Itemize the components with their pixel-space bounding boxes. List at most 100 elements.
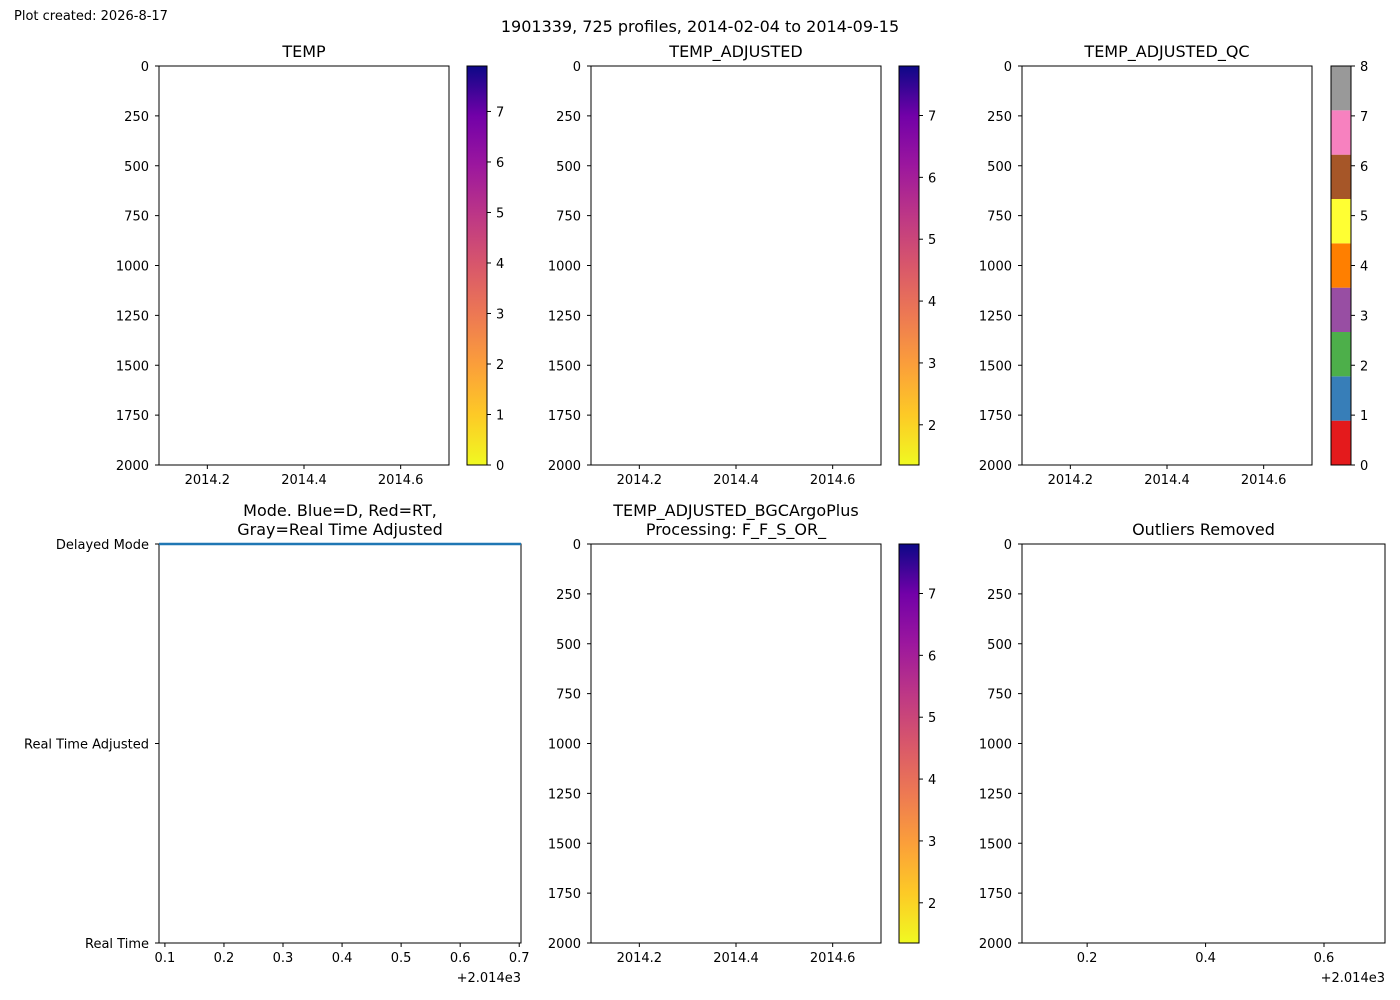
x-tick-label: 2014.4 [1144,473,1190,488]
panel-title: TEMP_ADJUSTED_BGCArgoPlus [612,501,858,521]
colorbar-segment [1331,332,1351,377]
y-tick-label: 1750 [979,887,1012,902]
x-tick-label: 0.7 [509,951,530,966]
plot-area [158,65,450,466]
y-tick-label: Delayed Mode [56,538,149,553]
y-tick-label: 1750 [979,409,1012,424]
x-tick-label: 2014.6 [1241,473,1287,488]
colorbar-segment [1331,110,1351,155]
x-offset-label: +2.014e3 [457,971,521,986]
y-tick-label: 500 [124,160,149,175]
x-tick-label: 2014.6 [810,951,856,966]
colorbar-tick-label: 4 [496,257,504,272]
y-tick-label: 1000 [548,738,581,753]
y-tick-label: 1000 [548,260,581,275]
panel-4: Mode. Blue=D, Red=RT,Gray=Real Time Adju… [24,501,530,986]
colorbar-tick-label: 6 [928,171,936,186]
y-tick-label: 2000 [979,459,1012,474]
panel-title: Outliers Removed [1132,520,1275,539]
colorbar-tick-label: 3 [928,835,936,850]
y-tick-label: 1000 [979,260,1012,275]
x-tick-label: 0.4 [332,951,353,966]
y-tick-label: 250 [556,110,581,125]
colorbar-segment [1331,287,1351,332]
colorbar-segment [1331,376,1351,421]
colorbar-segment [1331,154,1351,199]
y-tick-label: 500 [556,160,581,175]
x-tick-label: 2014.2 [617,473,663,488]
colorbar-tick-label: 2 [928,897,936,912]
colorbar-tick-label: 5 [1360,210,1368,225]
colorbar-tick-label: 2 [928,419,936,434]
colorbar-tick-label: 7 [496,105,504,120]
panel-title: Gray=Real Time Adjusted [237,520,443,539]
y-tick-label: 1750 [116,409,149,424]
colorbar-frame [898,543,920,944]
y-tick-label: 1500 [979,359,1012,374]
colorbar-tick-label: 4 [928,295,936,310]
x-tick-label: 2014.6 [378,473,424,488]
panel-title: Processing: F_F_S_OR_ [646,520,827,540]
x-tick-label: 0.2 [1077,951,1098,966]
panel-title: TEMP [281,42,326,61]
plot-area [1021,65,1313,466]
colorbar-tick-label: 8 [1360,60,1368,75]
y-tick-label: 2000 [548,459,581,474]
y-tick-label: 250 [556,588,581,603]
y-tick-label: 750 [124,210,149,225]
colorbar: 0 1 2 3 4 5 6 7 8 [1330,60,1368,474]
y-tick-label: Real Time [85,937,149,952]
y-tick-label: 250 [987,110,1012,125]
y-tick-label: 1750 [548,409,581,424]
y-tick-label: 1250 [548,787,581,802]
colorbar-tick-label: 7 [928,109,936,124]
x-tick-label: 2014.2 [617,951,663,966]
x-tick-label: 2014.6 [810,473,856,488]
colorbar: 2 3 4 5 6 7 [898,65,936,466]
colorbar-gradient [899,66,919,465]
colorbar-tick-label: 2 [1360,359,1368,374]
y-tick-label: 0 [1004,60,1012,75]
colorbar-frame [898,65,920,466]
x-tick-label: 0.2 [214,951,235,966]
y-tick-label: 750 [556,210,581,225]
y-tick-label: 1250 [979,787,1012,802]
y-tick-label: 1500 [548,359,581,374]
y-tick-label: 0 [573,60,581,75]
x-tick-label: 2014.4 [281,473,327,488]
x-tick-label: 0.3 [273,951,294,966]
colorbar-tick-label: 6 [1360,160,1368,175]
plot-area [590,65,882,466]
y-tick-label: 0 [1004,538,1012,553]
colorbar-tick-label: 2 [496,358,504,373]
colorbar-tick-label: 5 [496,206,504,221]
figure-title: 1901339, 725 profiles, 2014-02-04 to 201… [501,17,899,36]
colorbar-tick-label: 1 [1360,409,1368,424]
y-tick-label: 2000 [979,937,1012,952]
colorbar: 0 1 2 3 4 5 6 7 [466,65,504,474]
colorbar-segment [1331,243,1351,288]
y-tick-label: 0 [573,538,581,553]
colorbar-segment [1331,199,1351,244]
y-tick-label: 1500 [116,359,149,374]
y-tick-label: Real Time Adjusted [24,738,149,753]
colorbar-frame [466,65,488,466]
colorbar-segment [1331,420,1351,465]
colorbar-tick-label: 3 [928,357,936,372]
panel-6: Outliers Removed 0.2 0.4 0.6 +2.014e3 0 250 500… [979,520,1386,986]
y-tick-label: 0 [141,60,149,75]
colorbar-tick-label: 6 [496,156,504,171]
y-tick-label: 1500 [548,837,581,852]
x-tick-label: 2014.4 [713,951,759,966]
y-tick-label: 750 [556,688,581,703]
plot-area [590,543,882,944]
colorbar-tick-label: 0 [496,459,504,474]
y-tick-label: 500 [987,160,1012,175]
y-tick-label: 1750 [548,887,581,902]
plot-area [158,543,522,944]
x-tick-label: 0.1 [155,951,176,966]
